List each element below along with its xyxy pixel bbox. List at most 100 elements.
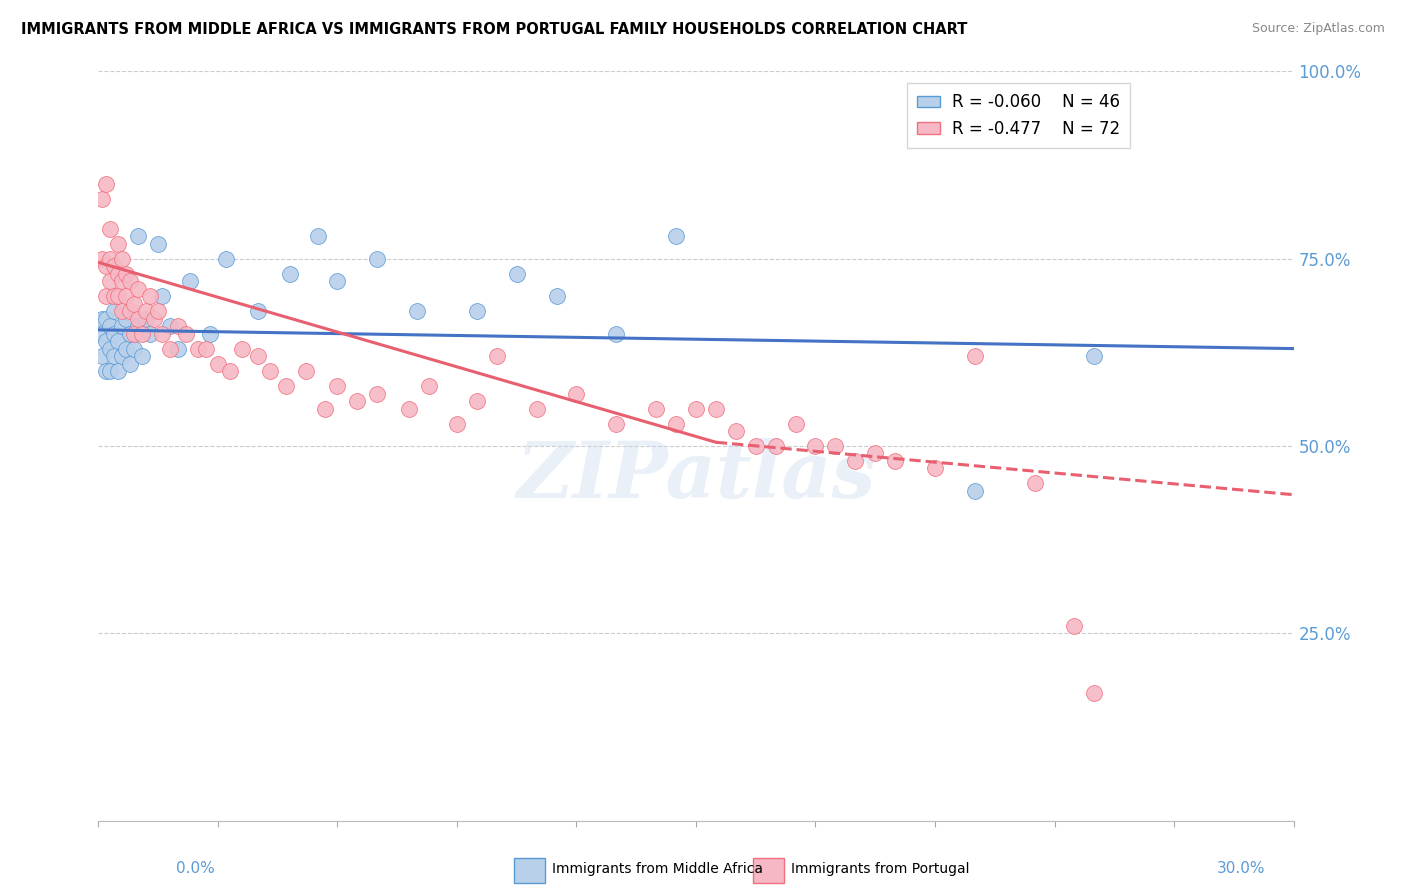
Point [103, 259, 125, 273]
Point [98, 364, 122, 378]
Point [111, 304, 134, 318]
Point [963, 349, 986, 363]
Point [148, 236, 170, 251]
Point [446, 417, 468, 431]
Point [124, 342, 146, 356]
Point [127, 282, 149, 296]
Point [115, 289, 138, 303]
Text: Source: ZipAtlas.com: Source: ZipAtlas.com [1251, 22, 1385, 36]
Point [150, 326, 173, 341]
Point [124, 326, 146, 341]
Point [120, 304, 142, 318]
Point [111, 274, 134, 288]
Point [1083, 349, 1105, 363]
Point [485, 349, 508, 363]
Point [159, 319, 181, 334]
Point [366, 252, 388, 266]
Point [107, 364, 129, 378]
Point [174, 326, 197, 341]
Point [398, 401, 420, 416]
Point [884, 454, 907, 468]
Text: 30.0%: 30.0% [1218, 861, 1265, 876]
Point [98, 342, 122, 356]
Point [326, 274, 349, 288]
Point [127, 229, 149, 244]
Point [167, 319, 190, 334]
Point [127, 319, 149, 334]
Point [565, 386, 588, 401]
Point [96, 259, 118, 273]
Point [103, 326, 125, 341]
Point [924, 461, 946, 475]
Point [315, 401, 337, 416]
Point [96, 364, 118, 378]
Point [120, 326, 142, 341]
Point [785, 417, 807, 431]
Point [685, 401, 707, 416]
Point [91, 311, 114, 326]
Text: Immigrants from Portugal: Immigrants from Portugal [790, 862, 969, 876]
Point [526, 401, 548, 416]
Point [96, 289, 118, 303]
Point [215, 252, 238, 266]
Point [103, 289, 125, 303]
Point [167, 342, 190, 356]
Point [246, 304, 269, 318]
Point [865, 446, 887, 460]
Point [765, 439, 787, 453]
Point [115, 267, 138, 281]
Point [366, 386, 388, 401]
Point [418, 379, 440, 393]
Text: Immigrants from Middle Africa: Immigrants from Middle Africa [551, 862, 763, 876]
Point [131, 326, 153, 341]
Point [804, 439, 827, 453]
Point [605, 326, 627, 341]
FancyBboxPatch shape [513, 858, 544, 883]
Point [98, 221, 122, 235]
Point [546, 289, 568, 303]
Point [844, 454, 866, 468]
Point [111, 349, 134, 363]
Point [246, 349, 269, 363]
Point [107, 267, 129, 281]
Point [159, 342, 181, 356]
Point [1083, 686, 1105, 700]
Point [665, 417, 688, 431]
Point [98, 319, 122, 334]
Point [274, 379, 297, 393]
Point [107, 236, 129, 251]
Point [195, 342, 218, 356]
Point [120, 274, 142, 288]
Point [465, 394, 488, 409]
Point [91, 349, 114, 363]
Point [143, 311, 166, 326]
Point [605, 417, 627, 431]
Point [1063, 619, 1085, 633]
Point [135, 311, 157, 326]
Point [465, 304, 488, 318]
Point [91, 252, 114, 266]
Point [824, 439, 846, 453]
Point [96, 334, 118, 348]
Point [148, 304, 170, 318]
Point [198, 326, 221, 341]
Point [346, 394, 368, 409]
Point [98, 274, 122, 288]
Point [96, 177, 118, 191]
Point [294, 364, 316, 378]
Point [103, 304, 125, 318]
Point [724, 424, 747, 438]
Point [307, 229, 329, 244]
Point [111, 319, 134, 334]
Point [207, 357, 229, 371]
Point [187, 342, 209, 356]
Point [111, 252, 134, 266]
Point [131, 349, 153, 363]
Point [91, 326, 114, 341]
Text: ZIPatlas: ZIPatlas [516, 438, 876, 514]
Point [107, 289, 129, 303]
Point [179, 274, 201, 288]
Point [259, 364, 281, 378]
Point [96, 311, 118, 326]
Point [406, 304, 429, 318]
